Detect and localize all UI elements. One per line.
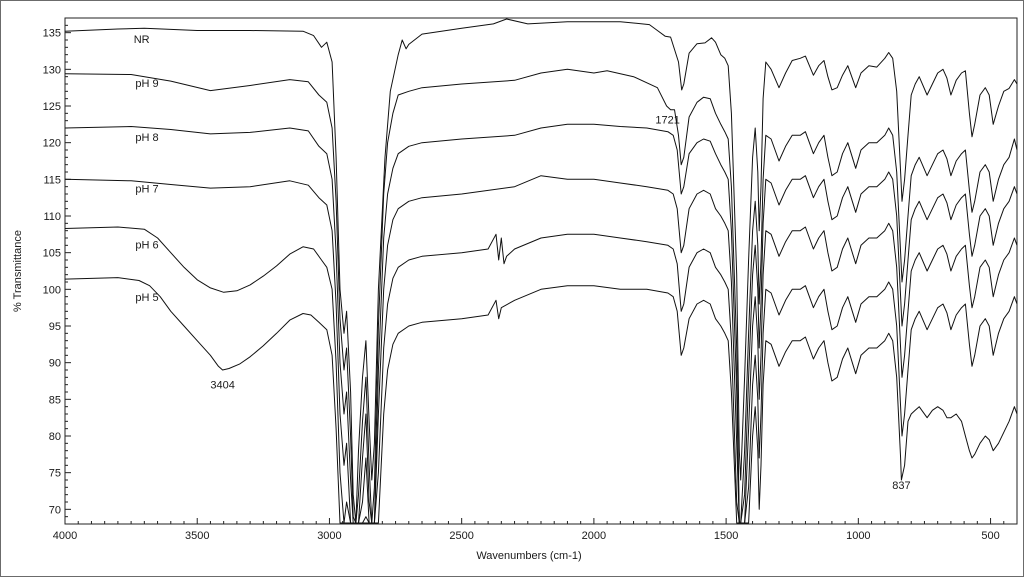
y-tick-label: 115 (43, 174, 61, 186)
series-ph-8 (64, 123, 1018, 524)
y-axis: 70 75 80 85 90 95 100 105 110 115 120 125 130 135 (43, 24, 71, 518)
y-tick-label: 70 (49, 504, 61, 516)
y-tick-label: 105 (43, 248, 61, 260)
y-tick-label: 135 (43, 28, 61, 40)
annotation-label: 837 (892, 480, 910, 492)
x-tick-label: 3000 (317, 530, 341, 542)
annotation-label: pH 6 (135, 239, 158, 251)
y-tick-label: 85 (49, 394, 61, 406)
x-tick-label: 1000 (846, 530, 870, 542)
y-axis-label: % Transmittance (12, 230, 24, 312)
annotations: NR pH 9 pH 8 pH 7 pH 6 pH 5 3404 1721 837 (134, 34, 911, 492)
x-tick-label: 1500 (714, 530, 738, 542)
series-ph-6 (64, 226, 1018, 524)
x-axis-label: Wavenumbers (cm-1) (476, 550, 581, 562)
x-axis: 4000 3500 3000 2500 2000 1500 1000 500 (53, 518, 1018, 542)
series-ph-9 (64, 68, 1018, 524)
y-tick-label: 95 (49, 321, 61, 333)
y-tick-label: 80 (49, 431, 61, 443)
series-ph-5 (64, 277, 1018, 524)
y-tick-label: 120 (43, 138, 61, 150)
annotation-label: pH 8 (135, 132, 158, 144)
annotation-label: pH 5 (135, 292, 158, 304)
y-tick-label: 75 (49, 468, 61, 480)
plot-area (64, 17, 1018, 525)
annotation-label: pH 7 (135, 184, 158, 196)
annotation-label: 1721 (655, 115, 679, 127)
x-tick-label: 4000 (53, 530, 77, 542)
x-tick-label: 2000 (582, 530, 606, 542)
y-tick-label: 90 (49, 358, 61, 370)
y-tick-label: 100 (43, 284, 61, 296)
x-tick-label: 2500 (449, 530, 473, 542)
series-ph-7 (64, 175, 1018, 524)
spectra-traces (64, 18, 1018, 524)
annotation-label: NR (134, 34, 150, 46)
series-nr (64, 18, 1018, 524)
annotation-label: pH 9 (135, 78, 158, 90)
annotation-label: 3404 (210, 379, 234, 391)
x-tick-label: 3500 (185, 530, 209, 542)
y-tick-label: 125 (43, 101, 61, 113)
y-tick-label: 130 (43, 64, 61, 76)
x-tick-label: 500 (981, 530, 999, 542)
y-tick-label: 110 (43, 211, 61, 223)
